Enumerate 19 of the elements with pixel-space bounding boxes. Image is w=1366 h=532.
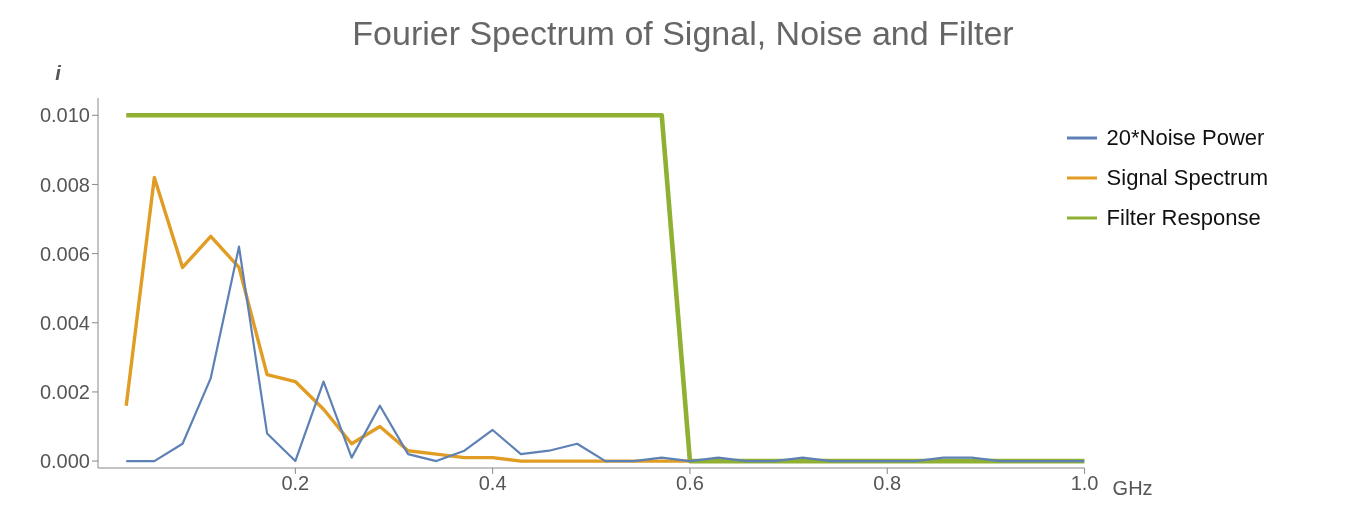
- line-series: [124, 175, 692, 463]
- x-axis-title: GHz: [1112, 477, 1153, 500]
- legend-label: Filter Response: [1106, 204, 1261, 232]
- x-tick-label: 0.8: [873, 472, 902, 495]
- legend-label: Signal Spectrum: [1106, 164, 1268, 192]
- y-tick-label: 0.004: [39, 311, 90, 334]
- legend-label: 20*Noise Power: [1106, 124, 1265, 152]
- x-tick-label: 0.2: [281, 472, 310, 495]
- y-axis-title: i: [55, 62, 62, 84]
- y-tick-label: 0.006: [39, 242, 90, 265]
- y-tick-label: 0.010: [39, 104, 90, 127]
- x-tick-label: 1.0: [1070, 472, 1099, 495]
- y-tick-label: 0.002: [39, 381, 90, 404]
- line-series: [125, 245, 1085, 463]
- y-tick-label: 0.000: [39, 450, 90, 473]
- x-tick-label: 0.4: [478, 472, 507, 495]
- chart-title: Fourier Spectrum of Signal, Noise and Filter: [351, 13, 1015, 54]
- x-tick-label: 0.6: [676, 472, 704, 495]
- y-tick-label: 0.008: [39, 173, 90, 196]
